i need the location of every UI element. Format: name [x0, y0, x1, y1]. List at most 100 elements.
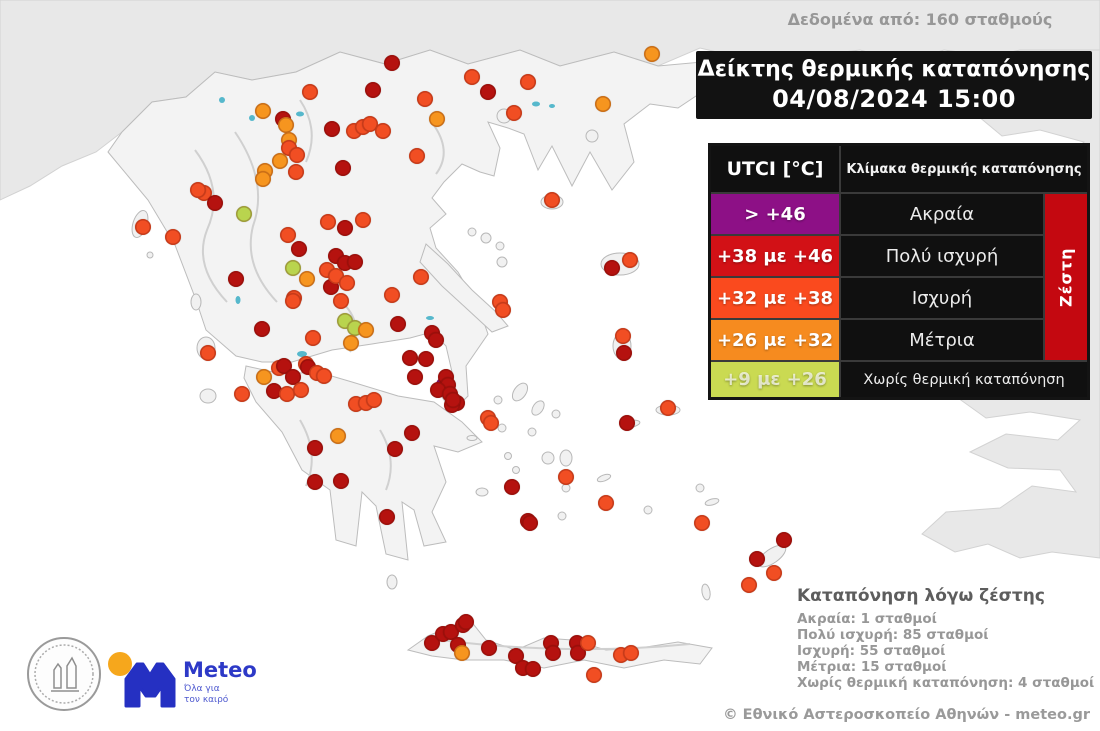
station-dot — [409, 148, 425, 164]
heat-stats-line: Ακραία: 1 σταθμοί — [797, 611, 937, 627]
meteo-logo-m — [124, 662, 176, 708]
station-dot — [615, 328, 631, 344]
meteo-logo-name: Meteo — [183, 658, 257, 682]
legend-label: Ακραία — [841, 194, 1043, 234]
station-dot — [464, 69, 480, 85]
station-dot — [495, 302, 511, 318]
heat-stats-line: Πολύ ισχυρή: 85 σταθμοί — [797, 627, 989, 643]
station-dot — [387, 441, 403, 457]
legend-header-scale: Κλίμακα θερμικής καταπόνησης — [841, 146, 1087, 192]
station-dot — [285, 369, 301, 385]
legend-side-label-heat: Ζέστη — [1045, 194, 1087, 360]
station-dot — [234, 386, 250, 402]
station-dot — [428, 332, 444, 348]
station-dot — [324, 121, 340, 137]
station-dot — [404, 425, 420, 441]
station-dot — [454, 645, 470, 661]
station-dot — [285, 260, 301, 276]
station-dot — [330, 428, 346, 444]
station-dot — [379, 509, 395, 525]
station-dot — [207, 195, 223, 211]
station-dot — [418, 351, 434, 367]
station-dot — [305, 330, 321, 346]
station-dot — [616, 345, 632, 361]
station-dot — [390, 316, 406, 332]
station-dot — [339, 275, 355, 291]
station-dot — [545, 645, 561, 661]
map-datetime: 04/08/2024 15:00 — [772, 84, 1016, 113]
copyright-credit: © Εθνικό Αστεροσκοπείο Αθηνών - meteo.gr — [723, 707, 1090, 723]
station-dot — [278, 117, 294, 133]
station-dot — [375, 123, 391, 139]
station-dot — [417, 91, 433, 107]
station-dot — [525, 661, 541, 677]
station-dot — [520, 74, 536, 90]
legend-range: > +46 — [711, 194, 839, 234]
station-dot — [358, 322, 374, 338]
title-box: Δείκτης θερμικής καταπόνησης 04/08/2024 … — [696, 51, 1092, 119]
station-dot — [586, 667, 602, 683]
heat-stats-title: Καταπόνηση λόγω ζέστης — [797, 586, 1045, 606]
station-dot — [622, 252, 638, 268]
station-dot — [384, 287, 400, 303]
legend-range: +32 με +38 — [711, 278, 839, 318]
legend-header-utci: UTCI [°C] — [711, 146, 839, 192]
station-dot — [254, 321, 270, 337]
station-dot — [604, 260, 620, 276]
station-dot — [289, 147, 305, 163]
station-dot — [766, 565, 782, 581]
station-dot — [236, 206, 252, 222]
legend-label: Μέτρια — [841, 320, 1043, 360]
station-dot — [307, 474, 323, 490]
heat-stats-line: Χωρίς θερμική καταπόνηση: 4 σταθμοί — [797, 675, 1095, 691]
meteo-logo-tagline2: τον καιρό — [184, 694, 229, 705]
legend-range: +9 με +26 — [711, 362, 839, 397]
station-dot — [445, 392, 461, 408]
legend-label: Χωρίς θερμική καταπόνηση — [841, 362, 1087, 397]
station-dot — [335, 160, 351, 176]
station-dot — [190, 182, 206, 198]
lakes — [219, 97, 555, 357]
station-dot — [483, 415, 499, 431]
euboea-island — [419, 243, 509, 333]
station-dot — [413, 269, 429, 285]
station-dot — [660, 400, 676, 416]
station-dot — [285, 293, 301, 309]
station-dot — [407, 369, 423, 385]
station-dot — [458, 614, 474, 630]
station-dot — [333, 473, 349, 489]
station-dot — [255, 103, 271, 119]
station-dot — [320, 214, 336, 230]
legend-label: Πολύ ισχυρή — [841, 236, 1043, 276]
station-dot — [619, 415, 635, 431]
meteo-logo: Meteo Όλα για τον καιρό — [103, 646, 273, 716]
station-dot — [266, 383, 282, 399]
station-dot — [644, 46, 660, 62]
legend-range: +26 με +32 — [711, 320, 839, 360]
station-dot — [741, 577, 757, 593]
station-dot — [355, 212, 371, 228]
station-dot — [480, 84, 496, 100]
station-dot — [504, 479, 520, 495]
observatory-seal-logo — [26, 636, 102, 716]
station-dot — [365, 82, 381, 98]
station-dot — [694, 515, 710, 531]
station-dot — [362, 116, 378, 132]
station-dot — [272, 153, 288, 169]
station-dot — [402, 350, 418, 366]
station-dot — [749, 551, 765, 567]
station-dot — [288, 164, 304, 180]
station-dot — [307, 440, 323, 456]
station-dot — [623, 645, 639, 661]
station-dot — [598, 495, 614, 511]
station-dot — [299, 271, 315, 287]
meteo-logo-dot — [108, 652, 132, 676]
legend-table: UTCI [°C] Κλίμακα θερμικής καταπόνησης Ζ… — [708, 143, 1090, 400]
station-dot — [776, 532, 792, 548]
station-dot — [595, 96, 611, 112]
station-dot — [135, 219, 151, 235]
legend-label: Ισχυρή — [841, 278, 1043, 318]
station-dot — [333, 293, 349, 309]
station-dot — [302, 84, 318, 100]
